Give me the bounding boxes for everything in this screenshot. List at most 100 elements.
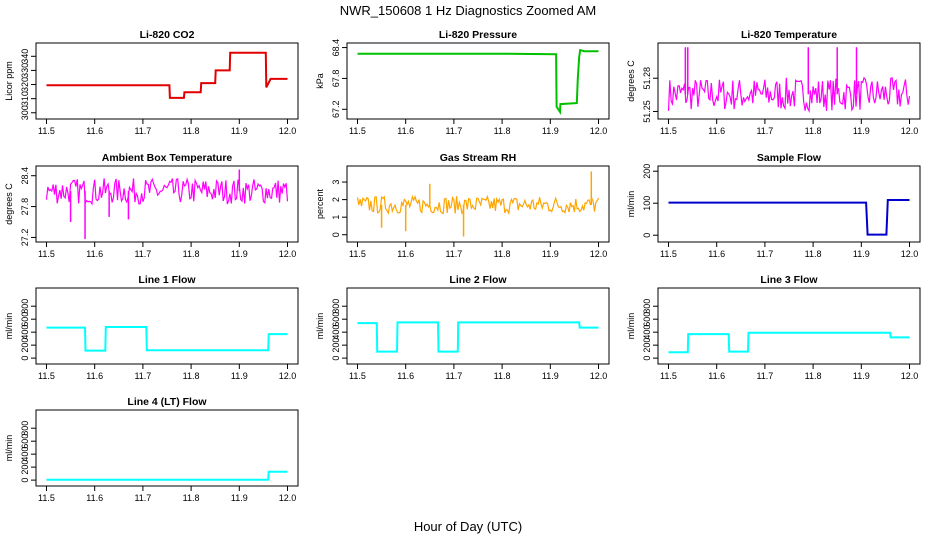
x-tick-label: 12.0 [901, 249, 919, 259]
plot-frame [657, 287, 921, 365]
x-tick-label: 11.8 [805, 249, 822, 259]
y-tick-label: 51.25 [642, 100, 652, 123]
y-tick-label: 27.8 [20, 198, 30, 216]
y-tick-label: 200 [20, 338, 30, 353]
plot-frame [346, 287, 610, 365]
y-tick-label: 600 [331, 312, 341, 327]
y-axis-label: percent [315, 188, 325, 219]
x-tick-label: 12.0 [590, 371, 608, 381]
chart-panel-licor_temp: Li-820 Temperature 11.5 11.6 11.7 11.8 11.9 12… [626, 29, 921, 136]
y-tick-label: 1 [331, 215, 341, 220]
x-tick-label: 12.0 [279, 493, 297, 503]
x-tick-label: 11.5 [349, 126, 366, 136]
panel-title: Li-820 Pressure [439, 29, 517, 41]
x-tick-label: 11.6 [708, 249, 725, 259]
y-tick-label: 800 [20, 299, 30, 314]
x-tick-label: 11.6 [86, 493, 103, 503]
x-tick-label: 11.7 [134, 126, 151, 136]
x-tick-label: 11.6 [86, 126, 103, 136]
y-tick-label: 400 [20, 447, 30, 462]
figure-x-axis-label: Hour of Day (UTC) [414, 519, 522, 534]
y-tick-label: 800 [331, 299, 341, 314]
x-tick-label: 12.0 [590, 126, 608, 136]
x-tick-label: 11.9 [231, 126, 248, 136]
y-axis-label: ml/min [315, 313, 325, 340]
y-tick-label: 27.2 [20, 229, 30, 247]
y-tick-label: 3 [331, 180, 341, 185]
y-tick-label: 320 [20, 77, 30, 92]
x-tick-label: 11.5 [38, 249, 55, 259]
y-tick-label: 400 [20, 325, 30, 340]
y-tick-label: 330 [20, 63, 30, 78]
x-tick-label: 11.6 [708, 126, 725, 136]
x-tick-label: 11.6 [86, 249, 103, 259]
chart-panel-line2: Line 2 Flow 11.5 11.6 11.7 11.8 11.9 12.0 0 2004… [315, 274, 610, 381]
y-tick-label: 300 [20, 105, 30, 120]
series-line-line4 [46, 470, 288, 481]
x-tick-label: 11.7 [134, 493, 151, 503]
y-tick-label: 400 [642, 325, 652, 340]
plot-frame [35, 287, 299, 365]
y-tick-label: 67.8 [331, 70, 341, 88]
y-tick-label: 600 [20, 312, 30, 327]
y-tick-label: 2 [331, 197, 341, 202]
panel-title: Line 3 Flow [760, 274, 818, 286]
x-tick-label: 11.8 [805, 126, 822, 136]
plot-frame [346, 165, 610, 243]
x-tick-label: 11.5 [349, 249, 366, 259]
plot-frame [35, 42, 299, 120]
x-tick-label: 11.8 [183, 371, 200, 381]
x-tick-label: 12.0 [901, 126, 919, 136]
x-tick-label: 11.5 [38, 493, 55, 503]
plot-frame [657, 42, 921, 120]
x-tick-label: 11.5 [38, 371, 55, 381]
chart-panel-rh: Gas Stream RH 11.5 11.6 11.7 11.8 11.9 12.0 0 1 2… [315, 152, 610, 259]
x-tick-label: 11.7 [134, 249, 151, 259]
y-axis-label: ml/min [4, 435, 14, 462]
x-tick-label: 12.0 [901, 371, 919, 381]
y-tick-label: 0 [331, 356, 341, 361]
y-tick-label: 67.2 [331, 101, 341, 119]
panel-title: Line 2 Flow [449, 274, 507, 286]
x-tick-label: 11.5 [38, 126, 55, 136]
y-axis-label: ml/min [4, 313, 14, 340]
y-axis-label: kPa [315, 73, 325, 89]
y-axis-label: degrees C [4, 183, 14, 225]
x-tick-label: 11.8 [183, 493, 200, 503]
y-tick-label: 200 [20, 460, 30, 475]
x-tick-label: 11.7 [445, 249, 462, 259]
chart-panel-line1: Line 1 Flow 11.5 11.6 11.7 11.8 11.9 12.0 0 2004… [4, 274, 299, 381]
y-axis-label: degrees C [626, 60, 636, 102]
series-line-pressure [357, 48, 599, 116]
y-tick-label: 340 [20, 49, 30, 64]
x-tick-label: 11.6 [397, 371, 414, 381]
series-signal-licor_temp [667, 76, 911, 113]
x-tick-label: 11.7 [445, 371, 462, 381]
y-tick-label: 400 [331, 325, 341, 340]
series-signal-rh [356, 194, 600, 216]
x-tick-label: 11.9 [231, 249, 248, 259]
y-tick-label: 310 [20, 91, 30, 106]
x-tick-label: 11.9 [542, 371, 559, 381]
x-tick-label: 11.7 [134, 371, 151, 381]
x-tick-label: 12.0 [279, 371, 297, 381]
panel-title: Li-820 Temperature [741, 29, 837, 41]
x-tick-label: 11.8 [183, 249, 200, 259]
y-tick-label: 51.28 [642, 67, 652, 90]
y-tick-label: 600 [20, 434, 30, 449]
panel-title: Line 4 (LT) Flow [127, 396, 207, 408]
plot-frame [35, 165, 299, 243]
x-tick-label: 11.9 [542, 249, 559, 259]
series-line-line3 [668, 331, 910, 354]
x-tick-label: 11.9 [853, 371, 870, 381]
x-tick-label: 11.8 [183, 126, 200, 136]
y-tick-label: 28.4 [20, 167, 30, 185]
x-tick-label: 11.5 [349, 371, 366, 381]
x-tick-label: 11.5 [660, 371, 677, 381]
series-line-line1 [46, 326, 288, 352]
x-tick-label: 11.9 [542, 126, 559, 136]
x-tick-label: 11.6 [397, 126, 414, 136]
x-tick-label: 12.0 [279, 249, 297, 259]
plot-frame [35, 409, 299, 487]
panel-title: Line 1 Flow [138, 274, 196, 286]
